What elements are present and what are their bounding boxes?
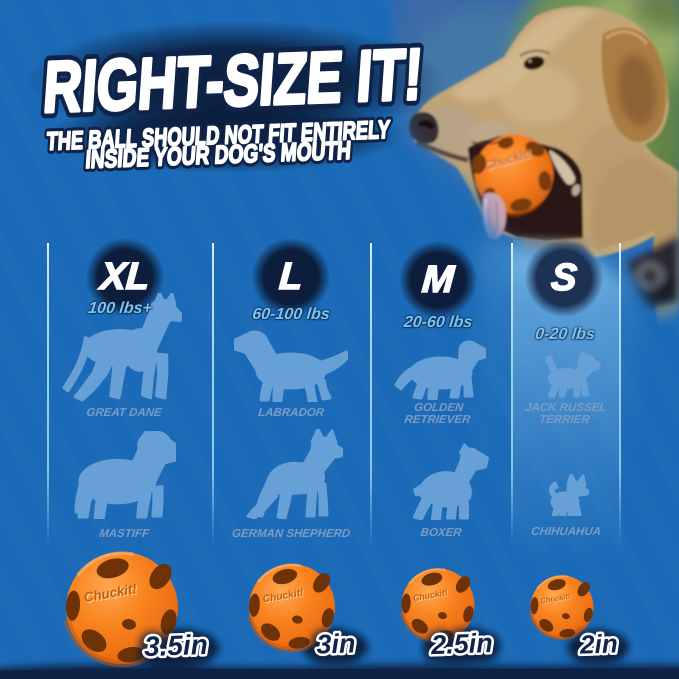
svg-text:RIGHT-SIZE IT!: RIGHT-SIZE IT! <box>41 34 425 128</box>
svg-text:RIGHT-SIZE IT!: RIGHT-SIZE IT! <box>41 34 425 128</box>
svg-text:2in: 2in <box>579 628 619 659</box>
svg-text:3.5in: 3.5in <box>143 629 208 662</box>
svg-text:3in: 3in <box>316 628 356 659</box>
svg-text:2in: 2in <box>579 630 619 661</box>
svg-text:2.5in: 2.5in <box>430 628 494 660</box>
